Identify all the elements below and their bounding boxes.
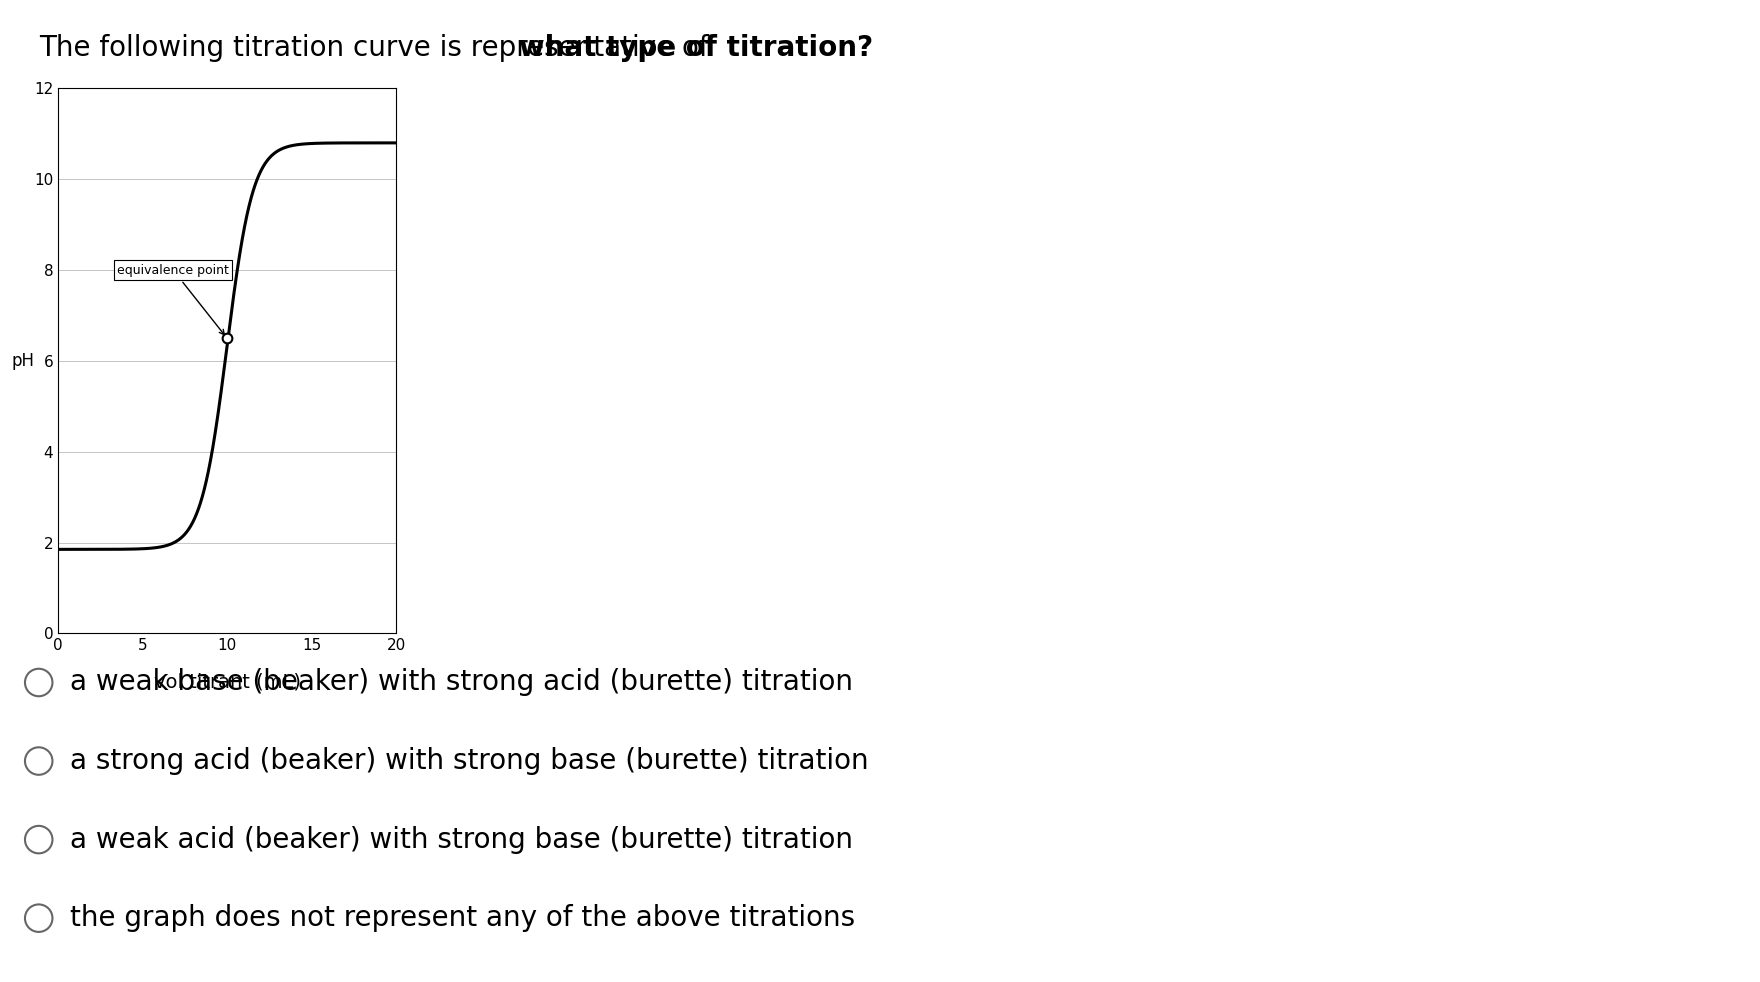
Y-axis label: pH: pH — [11, 352, 35, 370]
Text: a weak acid (beaker) with strong base (burette) titration: a weak acid (beaker) with strong base (b… — [70, 826, 854, 853]
Text: vol titrant (mL): vol titrant (mL) — [153, 673, 301, 691]
Text: the graph does not represent any of the above titrations: the graph does not represent any of the … — [70, 904, 855, 932]
Text: what type of titration?: what type of titration? — [519, 34, 873, 63]
Text: a weak base (beaker) with strong acid (burette) titration: a weak base (beaker) with strong acid (b… — [70, 669, 854, 696]
Text: The following titration curve is representative of: The following titration curve is represe… — [39, 34, 718, 63]
Text: equivalence point: equivalence point — [118, 263, 229, 335]
Text: a strong acid (beaker) with strong base (burette) titration: a strong acid (beaker) with strong base … — [70, 747, 869, 775]
